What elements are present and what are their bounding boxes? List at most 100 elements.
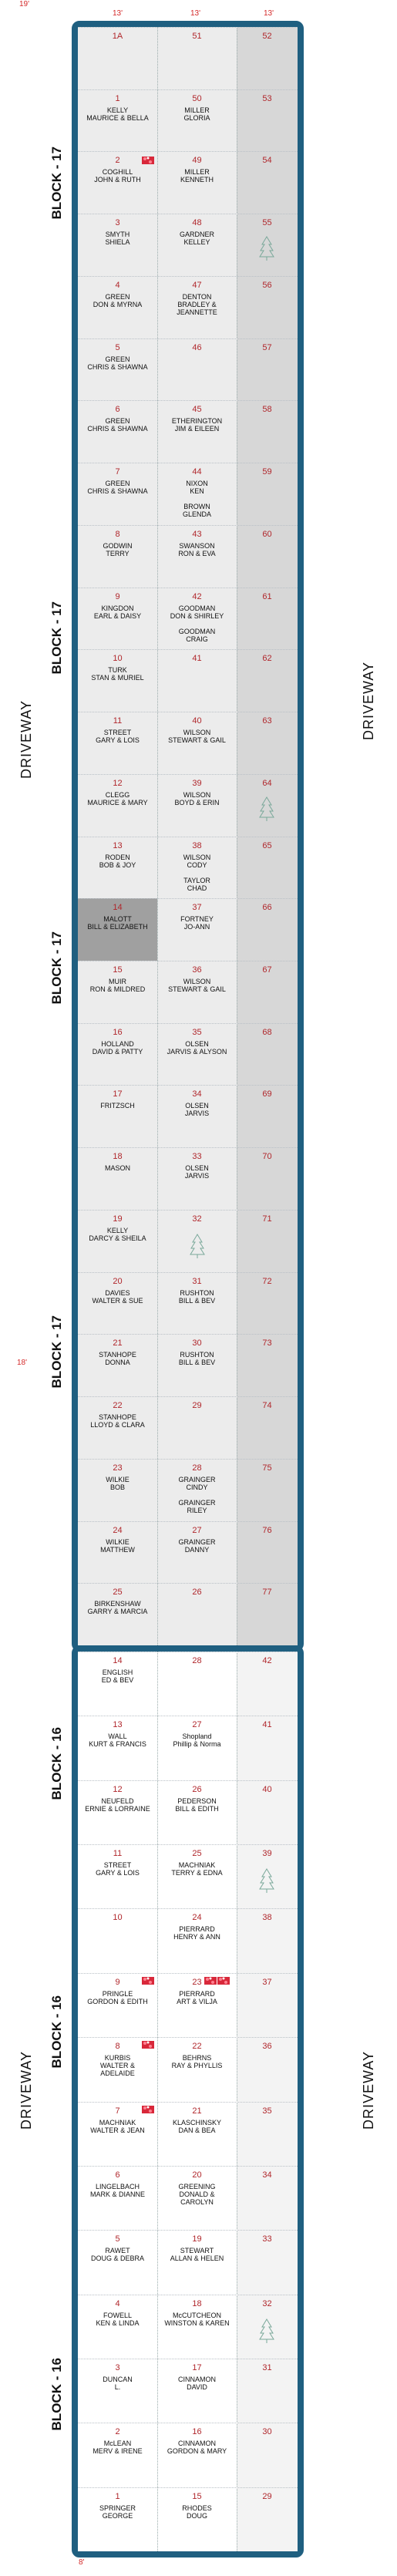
plot-number[interactable]: 13 <box>113 840 123 850</box>
plot-number[interactable]: 67 <box>262 965 272 975</box>
plot-number[interactable]: 27 <box>192 1525 202 1535</box>
plot-number[interactable]: 65 <box>262 840 272 850</box>
plot-number[interactable]: 21 <box>192 2106 202 2116</box>
plot-number[interactable]: 4 <box>115 2298 120 2308</box>
plot-number[interactable]: 47 <box>192 280 202 290</box>
plot-number[interactable]: 2 <box>115 156 120 166</box>
plot-number[interactable]: 9 <box>115 591 120 601</box>
plot-number[interactable]: 5 <box>115 342 120 352</box>
plot-number[interactable]: 1A <box>112 32 123 41</box>
plot-number[interactable]: 74 <box>262 1401 272 1411</box>
plot-number[interactable]: 31 <box>192 1276 202 1286</box>
plot-number[interactable]: 42 <box>192 591 202 601</box>
plot-number[interactable]: 63 <box>262 716 272 726</box>
plot-number[interactable]: 18 <box>192 2298 202 2308</box>
plot-number[interactable]: 77 <box>262 1588 272 1598</box>
plot-number[interactable]: 42 <box>262 1656 272 1665</box>
plot-number[interactable]: 33 <box>192 1152 202 1162</box>
plot-number[interactable]: 26 <box>192 1784 202 1794</box>
plot-number[interactable]: 36 <box>262 2042 272 2052</box>
plot-number[interactable]: 35 <box>262 2106 272 2116</box>
plot-number[interactable]: 36 <box>192 965 202 975</box>
plot-number[interactable]: 8 <box>115 529 120 539</box>
plot-number[interactable]: 66 <box>262 903 272 913</box>
plot-number[interactable]: 38 <box>192 840 202 850</box>
plot-number[interactable]: 3 <box>115 218 120 228</box>
plot-number[interactable]: 1 <box>115 2491 120 2501</box>
plot-number[interactable]: 13 <box>113 1720 123 1730</box>
plot-number[interactable]: 11 <box>113 1849 123 1859</box>
plot-number[interactable]: 19 <box>113 1214 123 1224</box>
plot-number[interactable]: 75 <box>262 1463 272 1473</box>
plot-number[interactable]: 38 <box>262 1913 272 1923</box>
plot-number[interactable]: 39 <box>262 1849 272 1859</box>
plot-number[interactable]: 53 <box>262 93 272 103</box>
plot-number[interactable]: 20 <box>113 1276 123 1286</box>
plot-number[interactable]: 70 <box>262 1152 272 1162</box>
plot-number[interactable]: 59 <box>262 467 272 477</box>
plot-number[interactable]: 14 <box>113 903 123 913</box>
plot-number[interactable]: 58 <box>262 405 272 415</box>
plot-number[interactable]: 32 <box>262 2298 272 2308</box>
plot-number[interactable]: 34 <box>262 2170 272 2180</box>
plot-number[interactable]: 29 <box>262 2491 272 2501</box>
plot-number[interactable]: 41 <box>192 654 202 664</box>
plot-number[interactable]: 18 <box>113 1152 123 1162</box>
plot-number[interactable]: 16 <box>113 1027 123 1037</box>
plot-number[interactable]: 68 <box>262 1027 272 1037</box>
plot-number[interactable]: 54 <box>262 156 272 166</box>
plot-number[interactable]: 64 <box>262 778 272 788</box>
plot-number[interactable]: 40 <box>262 1784 272 1794</box>
plot-number[interactable]: 73 <box>262 1339 272 1349</box>
plot-number[interactable]: 23 <box>192 1977 202 1987</box>
plot-number[interactable]: 76 <box>262 1525 272 1535</box>
plot-number[interactable]: 23 <box>113 1463 123 1473</box>
plot-number[interactable]: 15 <box>192 2491 202 2501</box>
plot-number[interactable]: 27 <box>192 1720 202 1730</box>
plot-number[interactable]: 17 <box>113 1089 123 1099</box>
plot-number[interactable]: 8 <box>115 2042 120 2052</box>
plot-number[interactable]: 35 <box>192 1027 202 1037</box>
plot-number[interactable]: 25 <box>192 1849 202 1859</box>
plot-number[interactable]: 46 <box>192 342 202 352</box>
plot-number[interactable]: 43 <box>192 529 202 539</box>
plot-number[interactable]: 50 <box>192 93 202 103</box>
plot-number[interactable]: 40 <box>192 716 202 726</box>
plot-number[interactable]: 29 <box>192 1401 202 1411</box>
plot-number[interactable]: 17 <box>192 2362 202 2372</box>
plot-number[interactable]: 28 <box>192 1656 202 1665</box>
plot-number[interactable]: 10 <box>113 1913 123 1923</box>
plot-number[interactable]: 22 <box>192 2042 202 2052</box>
plot-number[interactable]: 37 <box>262 1977 272 1987</box>
plot-number[interactable]: 2 <box>115 2427 120 2437</box>
plot-number[interactable]: 22 <box>113 1401 123 1411</box>
plot-number[interactable]: 9 <box>115 1977 120 1987</box>
plot-number[interactable]: 20 <box>192 2170 202 2180</box>
plot-number[interactable]: 60 <box>262 529 272 539</box>
plot-number[interactable]: 61 <box>262 591 272 601</box>
plot-number[interactable]: 4 <box>115 280 120 290</box>
plot-number[interactable]: 52 <box>262 32 272 41</box>
plot-number[interactable]: 24 <box>192 1913 202 1923</box>
plot-number[interactable]: 24 <box>113 1525 123 1535</box>
plot-number[interactable]: 10 <box>113 654 123 664</box>
plot-number[interactable]: 72 <box>262 1276 272 1286</box>
plot-number[interactable]: 26 <box>192 1588 202 1598</box>
plot-number[interactable]: 1 <box>115 93 120 103</box>
plot-number[interactable]: 39 <box>192 778 202 788</box>
plot-number[interactable]: 71 <box>262 1214 272 1224</box>
plot-number[interactable]: 49 <box>192 156 202 166</box>
plot-number[interactable]: 3 <box>115 2362 120 2372</box>
plot-number[interactable]: 34 <box>192 1089 202 1099</box>
plot-number[interactable]: 12 <box>113 778 123 788</box>
plot-number[interactable]: 48 <box>192 218 202 228</box>
plot-number[interactable]: 33 <box>262 2234 272 2244</box>
plot-number[interactable]: 12 <box>113 1784 123 1794</box>
plot-number[interactable]: 30 <box>262 2427 272 2437</box>
plot-number[interactable]: 44 <box>192 467 202 477</box>
plot-number[interactable]: 37 <box>192 903 202 913</box>
plot-number[interactable]: 6 <box>115 2170 120 2180</box>
plot-number[interactable]: 62 <box>262 654 272 664</box>
plot-number[interactable]: 57 <box>262 342 272 352</box>
plot-number[interactable]: 41 <box>262 1720 272 1730</box>
